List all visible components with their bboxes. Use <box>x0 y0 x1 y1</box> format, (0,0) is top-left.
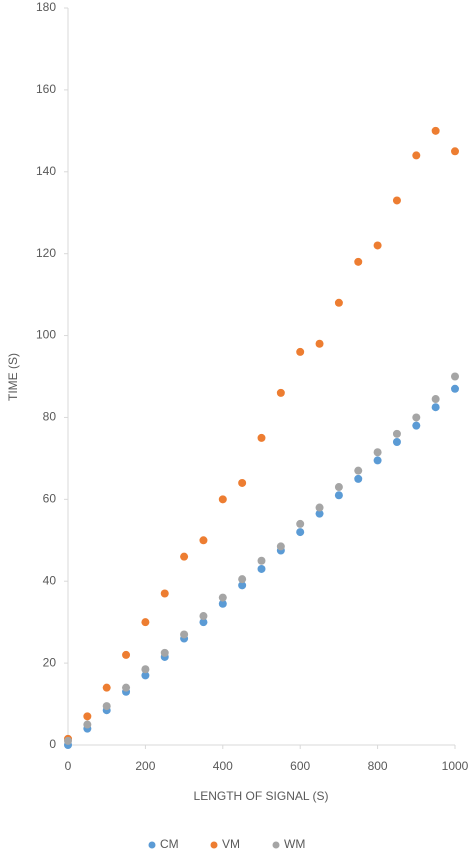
y-tick-label: 0 <box>49 737 56 751</box>
x-tick-label: 1000 <box>442 759 469 773</box>
point <box>257 433 266 442</box>
legend-label: WM <box>284 837 305 851</box>
point <box>83 712 92 721</box>
point <box>334 483 343 492</box>
y-axis-title: TIME (S) <box>6 353 20 401</box>
y-tick-label: 160 <box>36 82 56 96</box>
point <box>141 671 150 680</box>
point <box>373 241 382 250</box>
y-tick-label: 120 <box>36 246 56 260</box>
point <box>102 683 111 692</box>
point <box>373 448 382 457</box>
point <box>276 542 285 551</box>
legend-label: VM <box>222 837 240 851</box>
point <box>199 536 208 545</box>
point <box>451 147 459 156</box>
x-tick-label: 0 <box>65 759 72 773</box>
point <box>431 403 440 412</box>
point <box>296 528 305 537</box>
point <box>412 151 421 160</box>
point <box>238 575 247 584</box>
x-tick-label: 400 <box>213 759 233 773</box>
point <box>431 395 440 404</box>
point <box>334 491 343 500</box>
point <box>122 683 131 692</box>
point <box>160 589 169 598</box>
point <box>238 581 247 590</box>
x-tick-label: 800 <box>368 759 388 773</box>
point <box>373 456 382 465</box>
point <box>334 298 343 307</box>
point <box>64 736 72 745</box>
point <box>257 564 266 573</box>
point <box>180 552 189 561</box>
point <box>315 503 324 512</box>
point <box>296 347 305 356</box>
point <box>392 438 401 447</box>
point <box>315 509 324 518</box>
legend-marker <box>272 841 280 849</box>
point <box>412 413 421 422</box>
x-tick-label: 600 <box>290 759 310 773</box>
y-tick-label: 140 <box>36 164 56 178</box>
point <box>180 630 189 639</box>
point <box>412 421 421 430</box>
point <box>392 196 401 205</box>
x-axis-title: LENGTH OF SIGNAL (S) <box>194 789 329 803</box>
point <box>122 650 131 659</box>
point <box>218 495 227 504</box>
point <box>296 519 305 528</box>
point <box>315 339 324 348</box>
y-tick-label: 180 <box>36 0 56 14</box>
y-tick-label: 40 <box>43 573 57 587</box>
point <box>199 612 208 621</box>
y-tick-label: 20 <box>43 655 57 669</box>
legend-marker <box>148 841 156 849</box>
point <box>218 599 227 608</box>
legend-marker <box>210 841 218 849</box>
point <box>451 372 459 381</box>
legend-label: CM <box>160 837 179 851</box>
point <box>392 429 401 438</box>
y-tick-label: 100 <box>36 328 56 342</box>
point <box>451 384 459 393</box>
point <box>83 720 92 729</box>
point <box>354 474 363 483</box>
point <box>199 618 208 627</box>
y-tick-label: 80 <box>43 410 57 424</box>
point <box>218 593 227 602</box>
point <box>141 665 150 674</box>
point <box>431 126 440 135</box>
point <box>276 388 285 397</box>
point <box>141 618 150 627</box>
x-tick-label: 200 <box>135 759 155 773</box>
point <box>102 702 111 711</box>
point <box>160 648 169 657</box>
point <box>257 556 266 565</box>
point <box>354 257 363 266</box>
y-tick-label: 60 <box>43 492 57 506</box>
point <box>238 478 247 487</box>
point <box>354 466 363 475</box>
